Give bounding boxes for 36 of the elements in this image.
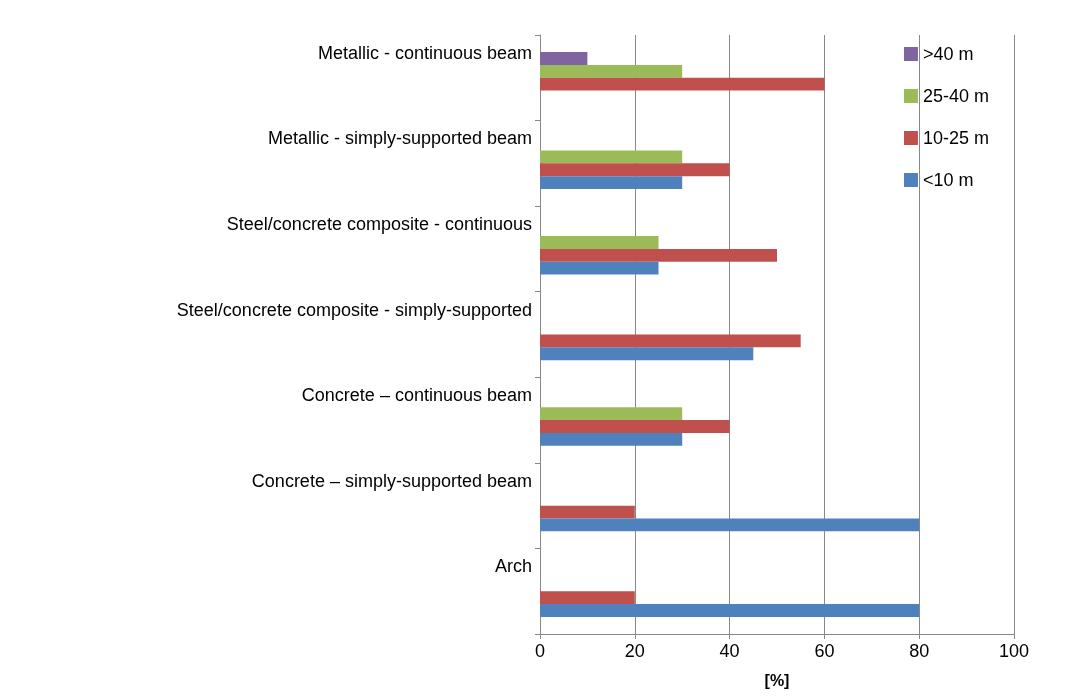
bar — [540, 176, 683, 190]
x-tick-label: 100 — [998, 641, 1030, 661]
x-axis-title: [%] — [764, 671, 790, 689]
y-tick-label: Steel/concrete composite - simply-supported — [176, 299, 532, 320]
x-tick-label: 80 — [909, 641, 930, 661]
bar — [540, 334, 801, 348]
x-tick-label: 60 — [814, 641, 835, 661]
y-tick-label: Arch — [494, 556, 532, 577]
bar — [540, 52, 588, 65]
y-tick-label: Metallic - simply-supported beam — [267, 128, 532, 149]
bar — [540, 505, 635, 519]
bar — [540, 248, 777, 262]
y-tick-label: Steel/concrete composite - continuous — [226, 213, 532, 234]
bar — [540, 591, 635, 605]
bar — [540, 236, 659, 249]
bar — [540, 261, 659, 275]
bar — [540, 420, 730, 433]
bar — [540, 64, 683, 78]
bar — [540, 347, 754, 361]
y-tick-label: Metallic - continuous beam — [317, 42, 532, 63]
x-tick-label: 20 — [624, 641, 645, 661]
bar — [540, 77, 825, 91]
legend-label: 10-25 m — [922, 128, 990, 148]
bar — [540, 518, 920, 532]
bar — [540, 150, 683, 164]
bar — [540, 163, 730, 177]
legend-label: <10 m — [922, 170, 974, 190]
legend-label: 25-40 m — [922, 86, 990, 106]
x-tick-label: 40 — [719, 641, 740, 661]
y-tick-label: Concrete – simply-supported beam — [251, 470, 532, 491]
legend-label: >40 m — [922, 44, 974, 64]
bar — [540, 407, 683, 421]
x-tick-label: 0 — [534, 641, 546, 661]
bar — [540, 432, 683, 446]
y-tick-label: Concrete – continuous beam — [301, 385, 532, 406]
bar — [540, 604, 920, 617]
